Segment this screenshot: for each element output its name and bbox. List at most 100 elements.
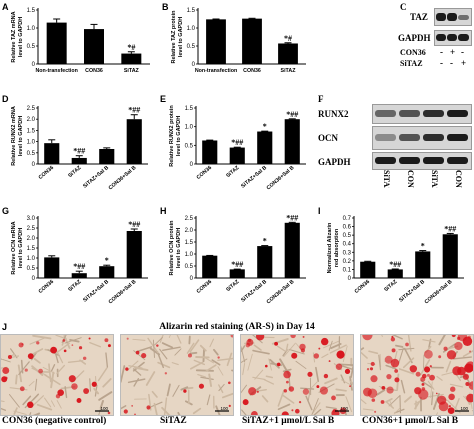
micro-1-cell-55 xyxy=(166,383,171,397)
micro-1-nodule-5 xyxy=(228,404,231,407)
chart-d-ytick-label-4: 2.0 xyxy=(27,117,36,123)
micro-0-cell-22 xyxy=(102,378,112,388)
chart-b-ylabel: Relative TAZ proteinlevel to GAPDH xyxy=(171,10,184,64)
micro-3-nodule-2 xyxy=(409,365,418,373)
micro-2-cell-18 xyxy=(308,389,311,401)
micro-3-nodule-49 xyxy=(391,348,396,353)
chart-b-ytick-label-2: 1.0 xyxy=(187,26,196,32)
chart-b-ytick-label-1: 0.5 xyxy=(187,44,196,50)
chart-h-xcat-label-1: SiTAZ xyxy=(225,278,241,293)
blot-c-row-label-taz: TAZ xyxy=(410,12,428,22)
micro-0-cell-60 xyxy=(34,378,38,391)
micro-2-cell-19 xyxy=(250,412,253,415)
micro-1-cell-50 xyxy=(197,373,206,378)
micro-3-cell-21 xyxy=(361,398,367,405)
micro-3-cell-27 xyxy=(368,350,379,355)
western-blot-f: F RUNX2 OCN GAPDH SiTAZ CON36 SiTAZ+Sal … xyxy=(316,92,474,188)
micro-0-cell-45 xyxy=(36,403,53,411)
chart-e-panel-label: E xyxy=(160,94,166,104)
micro-2-nodule-31 xyxy=(313,353,320,359)
micro-3-nodule-53 xyxy=(369,367,374,371)
chart-i-ytick-label-0: 0 xyxy=(348,276,352,282)
micro-2-nodule-33 xyxy=(291,352,298,359)
micro-2-nodule-14 xyxy=(299,343,306,351)
blot-c-gapdh-strip xyxy=(434,30,472,46)
panel-c-label: C xyxy=(400,2,407,12)
micro-3-nodule-39 xyxy=(457,336,461,340)
micro-3-nodule-56 xyxy=(469,350,472,353)
chart-e-xcat-label-2: SiTAZ+Sal B xyxy=(240,165,268,190)
blot-f-lane-label-4: CON36+Sal B xyxy=(454,170,463,188)
micro-2-nodule-37 xyxy=(285,380,289,384)
micro-2-cell-17 xyxy=(341,365,353,371)
micro-1-cell-59 xyxy=(136,346,153,353)
chart-i-xcat-label-0: CON36 xyxy=(354,279,371,295)
micro-2-cell-0 xyxy=(277,403,291,411)
micro-3-nodule-33 xyxy=(390,337,396,342)
blot-c-con36-mark-3: - xyxy=(461,47,464,57)
chart-i-xcat-label-1: SiTAZ xyxy=(383,278,399,293)
chart-a-xcat-label-1: CON36 xyxy=(85,68,103,74)
chart-g-annotation-2: * xyxy=(105,256,109,265)
micro-2-nodule-9 xyxy=(276,362,281,367)
chart-h-ytick-label-2: 1.0 xyxy=(185,252,194,258)
micro-0-nodule-28 xyxy=(38,368,43,374)
micro-0-nodule-24 xyxy=(24,368,28,372)
micro-1-nodule-0 xyxy=(228,381,231,385)
micro-2-cell-40 xyxy=(252,349,270,355)
micro-3-cell-57 xyxy=(422,339,436,343)
micro-3-nodule-16 xyxy=(429,365,432,368)
micro-2-nodule-28 xyxy=(302,388,310,395)
caption-con36: CON36 (negative control) xyxy=(2,416,107,426)
micro-1-nodule-7 xyxy=(126,337,129,340)
micro-2-cell-23 xyxy=(277,389,285,407)
micro-2-cell-61 xyxy=(241,346,246,363)
blot-f-ocn-band-1 xyxy=(375,134,396,141)
blot-c-taz-band-3 xyxy=(458,15,469,20)
chart-h-ylabel-line-1: level to GAPDH xyxy=(176,228,182,268)
micro-0-cell-46 xyxy=(29,337,46,345)
micro-3-cell-16 xyxy=(420,379,433,389)
micro-2-cell-68 xyxy=(338,363,353,366)
micro-3-cell-23 xyxy=(398,347,404,364)
chart-h-ytick-label-1: 0.5 xyxy=(185,264,194,270)
micro-2-nodule-20 xyxy=(320,337,329,346)
scale-bar-2: 100 xyxy=(220,406,228,411)
chart-i-bar-2 xyxy=(415,251,431,278)
chart-i-annotation-2: * xyxy=(421,242,425,251)
panel-j-label: J xyxy=(2,322,8,332)
chart-d-ytick-label-0: 0 xyxy=(32,162,36,168)
chart-i-ylabel-line-0: Normalized Alizarin xyxy=(327,222,333,273)
micro-3-nodule-45 xyxy=(381,385,386,390)
blot-f-row-label-runx2: RUNX2 xyxy=(318,109,349,119)
micro-2-nodule-4 xyxy=(294,408,300,414)
micrograph-sitaz: 100 xyxy=(120,334,234,416)
micro-3-nodule-1 xyxy=(451,335,456,338)
blot-f-runx2-strip xyxy=(372,104,472,124)
micro-3-nodule-20 xyxy=(390,358,400,368)
chart-h-bar-3 xyxy=(284,222,300,278)
blot-f-lane-labels: SiTAZ CON36 SiTAZ+Sal B CON36+Sal B xyxy=(382,170,463,188)
micro-0-cell-8 xyxy=(69,338,80,343)
blot-f-runx2-band-1 xyxy=(375,110,396,117)
micro-2-cell-26 xyxy=(241,384,247,394)
chart-d-bar-3 xyxy=(126,119,142,164)
micro-3-cell-31 xyxy=(432,392,440,410)
panel-g-chart: G 0 0.5 1.0 1.5 2.0 2.5 3.0 Relative OCN mRNAlev… xyxy=(0,204,158,320)
micro-3-nodule-57 xyxy=(405,342,409,347)
micro-2-cell-47 xyxy=(349,380,353,386)
chart-h-annotation-1: *## xyxy=(231,260,243,269)
panel-f-label: F xyxy=(318,94,324,104)
chart-a-bar-1 xyxy=(84,29,104,64)
micro-1-nodule-4 xyxy=(131,405,133,407)
chart-a-ylabel: Relative TAZ mRNAlevel to GAPDH xyxy=(11,11,24,62)
micro-1-nodule-2 xyxy=(187,353,192,358)
micro-0-nodule-5 xyxy=(107,344,111,348)
micro-1-cell-39 xyxy=(189,351,198,355)
micro-1-cell-29 xyxy=(128,365,143,369)
micro-1-cell-14 xyxy=(205,364,217,372)
chart-d-ytick-label-1: 0.5 xyxy=(27,151,36,157)
chart-e-ylabel: Relative RUNX2 proteinlevel to GAPDH xyxy=(169,105,182,167)
micro-1-cell-3 xyxy=(132,361,145,372)
micro-3-nodule-50 xyxy=(415,371,421,377)
